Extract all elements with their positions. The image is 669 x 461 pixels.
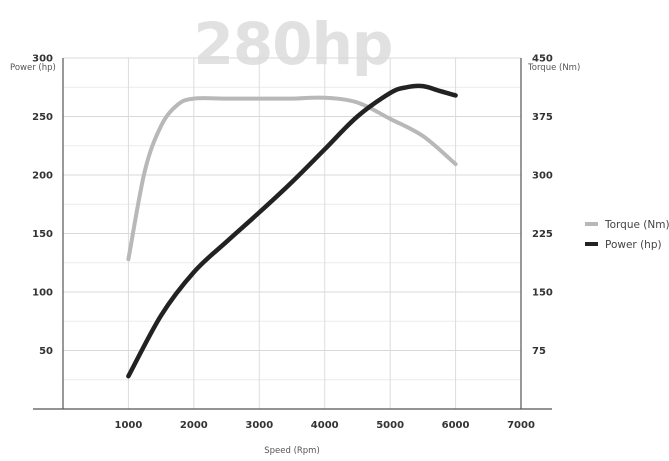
series-line-torque — [126, 95, 458, 262]
right-tick-label: 450 — [532, 54, 553, 65]
data-series — [126, 83, 458, 379]
right-axis-title: Torque (Nm) — [527, 63, 580, 73]
x-tick-label: 2000 — [180, 420, 208, 431]
right-tick-label: 150 — [532, 288, 553, 299]
x-tick-label: 1000 — [115, 420, 143, 431]
legend: Torque (Nm) Power (hp) — [585, 219, 669, 251]
right-tick-label: 300 — [532, 171, 553, 182]
x-tick-label: 7000 — [507, 420, 535, 431]
x-tick-label: 4000 — [311, 420, 339, 431]
left-tick-label: 50 — [39, 346, 53, 357]
x-tick-label: 3000 — [245, 420, 273, 431]
series-line-power — [126, 83, 458, 379]
legend-label: Power (hp) — [605, 239, 662, 251]
x-axis-title: Speed (Rpm) — [264, 446, 320, 456]
right-tick-label: 225 — [532, 229, 553, 240]
chart-title: 280hp — [194, 10, 393, 78]
x-tick-label: 6000 — [442, 420, 470, 431]
x-tick-label: 5000 — [376, 420, 404, 431]
left-tick-label: 150 — [32, 229, 53, 240]
right-tick-label: 375 — [532, 112, 553, 123]
axes — [33, 58, 552, 410]
right-tick-label: 75 — [532, 346, 546, 357]
left-tick-label: 100 — [32, 288, 53, 299]
grid-lines — [63, 57, 521, 409]
left-axis-title: Power (hp) — [10, 63, 56, 73]
legend-label: Torque (Nm) — [604, 219, 669, 231]
tick-labels: 50 100 150 200 250 300 75 150 225 300 375 450 1000 20… — [32, 54, 553, 432]
left-tick-label: 200 — [32, 171, 53, 182]
left-tick-label: 250 — [32, 112, 53, 123]
left-tick-label: 300 — [32, 54, 53, 65]
